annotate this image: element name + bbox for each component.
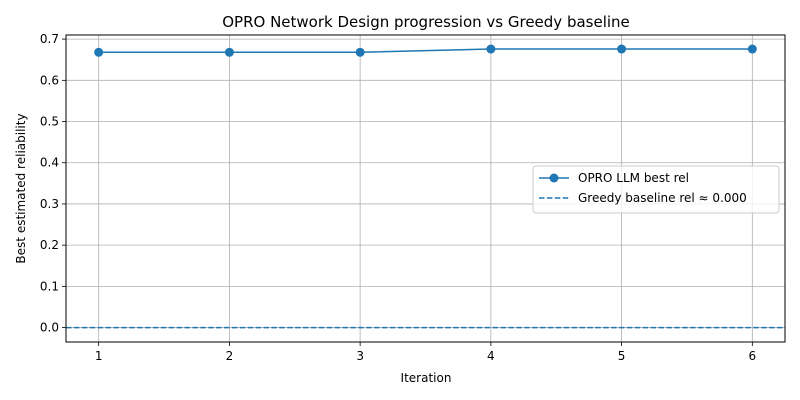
y-tick-label: 0.2 [40,238,59,252]
x-tick-label: 2 [226,349,234,363]
y-tick-label: 0.1 [40,279,59,293]
opro-data-point [94,47,104,57]
x-tick-label: 6 [748,349,756,363]
opro-series-line [98,48,753,54]
legend-label-opro: OPRO LLM best rel [578,171,689,185]
y-tick-label: 0.7 [40,32,59,46]
y-tick-label: 0.4 [40,156,59,170]
y-tick-label: 0.0 [40,321,59,335]
series-layer [66,44,785,329]
legend-box [532,165,780,214]
x-tick-label: 4 [487,349,495,363]
opro-data-point [486,44,496,54]
y-tick-label: 0.6 [40,73,59,87]
legend-label-greedy: Greedy baseline rel ≈ 0.000 [578,191,747,205]
x-tick-label: 3 [356,349,364,363]
legend-swatch-opro-marker [549,173,559,183]
chart-title: OPRO Network Design progression vs Greed… [222,13,630,31]
x-tick-label: 1 [95,349,103,363]
y-tick-label: 0.5 [40,115,59,129]
plot-area-frame [65,34,786,343]
opro-data-point [355,47,365,57]
opro-data-point [747,44,757,54]
legend: OPRO LLM best rel Greedy baseline rel ≈ … [532,165,780,214]
opro-data-point [224,47,234,57]
y-axis-title: Best estimated reliability [14,113,28,263]
x-axis-ticks: 1 2 3 4 5 6 [95,342,756,363]
y-tick-label: 0.3 [40,197,59,211]
x-axis-title: Iteration [401,371,452,385]
x-tick-label: 5 [618,349,626,363]
opro-data-point [617,44,627,54]
y-axis-ticks: 0.0 0.1 0.2 0.3 0.4 0.5 0.6 0.7 [40,32,66,335]
